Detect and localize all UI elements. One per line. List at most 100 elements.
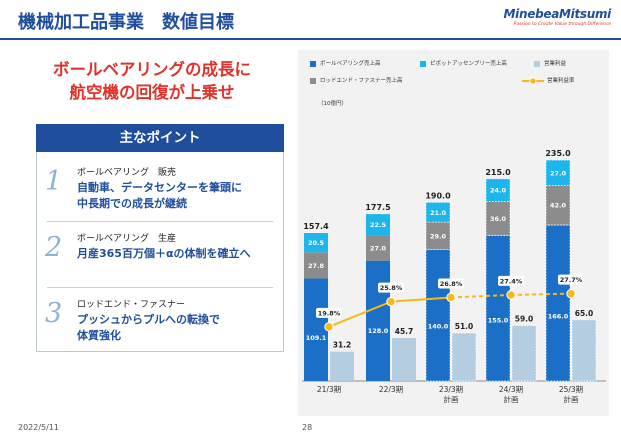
bar-value-label: 36.0: [490, 215, 507, 223]
bar-value-label: 109.1: [306, 334, 327, 342]
legend-label: ロッドエンド・ファスナー売上高: [320, 78, 403, 84]
total-value-label: 235.0: [545, 149, 571, 158]
bar-value-label: 29.0: [430, 232, 447, 240]
total-value-label: 157.4: [303, 222, 329, 231]
point-heading: ボールベアリング 販売: [77, 168, 177, 178]
bar-ball: [366, 260, 390, 381]
bar-value-label: 27.0: [550, 169, 567, 177]
points-box: 1 ボールベアリング 販売 自動車、データセンターを筆頭に 中長期での成長が継続…: [36, 152, 284, 352]
headline-line-1: ボールベアリングの成長に: [53, 60, 251, 79]
profit-value-label: 31.2: [333, 341, 352, 350]
total-value-label: 215.0: [485, 168, 511, 177]
margin-label-bg: [438, 278, 464, 289]
total-value-label: 190.0: [425, 191, 451, 200]
bar-rod: [366, 235, 390, 261]
points-header: 主なポイント: [36, 124, 284, 152]
bar-ball: [304, 278, 328, 381]
profit-value-label: 59.0: [515, 315, 534, 324]
bar-pivot: [425, 201, 451, 223]
point-body-line: 自動車、データセンターを筆頭に: [77, 181, 242, 194]
logo-tagline: Passion to Create Value through Differen…: [513, 22, 611, 27]
margin-point: [566, 288, 576, 299]
point-body-line: 中長期での成長が継続: [77, 197, 187, 210]
bar-value-label: 27.8: [308, 262, 325, 270]
bar-pivot: [304, 233, 328, 253]
point-body: 自動車、データセンターを筆頭に 中長期での成長が継続: [77, 180, 242, 212]
legend-label: 営業利益: [544, 61, 567, 67]
bar-ball: [425, 248, 451, 382]
margin-label-bg: [378, 282, 404, 293]
page-title: 機械加工品事業 数値目標: [18, 12, 234, 33]
margin-point: [506, 290, 516, 300]
point-body-line: プッシュからプルへの転換で: [77, 313, 220, 326]
x-tick-label: 計画: [564, 394, 579, 404]
bar-profit: [451, 332, 477, 382]
legend-item-pivot: ピボットアッセンブリー売上高: [420, 59, 507, 67]
point-body-line: 月産365百万個＋αの体制を確立へ: [77, 247, 251, 260]
divider: [47, 287, 273, 288]
chart-svg: 109.1 27.8 20.5 157.4 31.2 21/3期 128.0 27.0 22.5…: [302, 149, 606, 404]
margin-point: [386, 296, 396, 307]
bar-value-label: 166.0: [548, 313, 569, 321]
legend-line-swatch: [522, 77, 544, 84]
bar-profit: [392, 338, 416, 381]
bar-value-label: 42.0: [550, 202, 567, 210]
margin-point: [324, 322, 334, 332]
legend-label: ボールベアリング売上高: [320, 61, 381, 67]
company-logo: MinebeaMitsumi Passion to Create Value t…: [503, 7, 612, 27]
margin-value-label: 27.4%: [500, 277, 523, 285]
profit-value-label: 65.0: [575, 309, 594, 318]
bar-value-label: 22.5: [370, 221, 387, 229]
bar-value-label: 24.0: [490, 187, 507, 195]
bar-rod: [485, 201, 511, 236]
point-body: 月産365百万個＋αの体制を確立へ: [77, 246, 251, 262]
bar-rod: [304, 252, 328, 279]
x-tick-label: 23/3期: [439, 385, 463, 394]
point-item-1: 1 ボールベアリング 販売 自動車、データセンターを筆頭に 中長期での成長が継続: [37, 156, 283, 222]
point-heading: ボールベアリング 生産: [77, 234, 177, 244]
logo-name: MinebeaMitsumi: [503, 7, 612, 21]
point-item-2: 2 ボールベアリング 生産 月産365百万個＋αの体制を確立へ: [37, 222, 283, 288]
x-tick-label: 22/3期: [379, 385, 403, 394]
margin-value-label: 26.8%: [440, 280, 463, 288]
headline-line-2: 航空機の回復が上乗せ: [69, 83, 235, 102]
x-tick-label: 計画: [444, 394, 459, 404]
margin-label-bg: [498, 275, 524, 286]
margin-value-label: 19.8%: [318, 309, 341, 317]
legend-swatch: [310, 77, 316, 84]
footer-date: 2022/5/11: [18, 423, 60, 432]
margin-label-bg: [316, 307, 342, 318]
profit-value-label: 45.7: [395, 327, 414, 336]
margin-line-segment: [390, 296, 452, 303]
legend-item-rod: ロッドエンド・ファスナー売上高: [310, 76, 403, 84]
chart-legend: ボールベアリング売上高 ピボットアッセンブリー売上高 営業利益 ロッドエンド・フ…: [298, 50, 609, 100]
bar-value-label: 20.5: [308, 239, 325, 247]
margin-value-label: 25.8%: [380, 284, 403, 292]
point-number: 2: [45, 232, 63, 263]
bar-profit: [571, 319, 597, 382]
point-number: 1: [45, 166, 63, 197]
divider: [47, 221, 273, 222]
bar-pivot: [485, 178, 511, 202]
total-value-label: 177.5: [365, 203, 391, 212]
legend-label: ピボットアッセンブリー売上高: [430, 61, 507, 67]
legend-item-profit: 営業利益: [534, 59, 566, 67]
legend-swatch: [420, 60, 426, 67]
point-body: プッシュからプルへの転換で 体質強化: [77, 312, 220, 344]
bar-value-label: 140.0: [428, 322, 449, 330]
chart-panel: ボールベアリング売上高 ピボットアッセンブリー売上高 営業利益 ロッドエンド・フ…: [298, 50, 609, 416]
x-tick-label: 計画: [504, 394, 519, 404]
point-body-line: 体質強化: [77, 329, 121, 342]
point-item-3: 3 ロッドエンド・ファスナー プッシュからプルへの転換で 体質強化: [37, 288, 283, 354]
title-bar: 機械加工品事業 数値目標 MinebeaMitsumi Passion to C…: [0, 0, 621, 40]
legend-swatch: [310, 60, 316, 67]
legend-item-margin: 営業利益率: [522, 76, 575, 85]
point-heading: ロッドエンド・ファスナー: [77, 300, 186, 310]
x-tick-label: 21/3期: [317, 385, 341, 394]
margin-line-segment: [450, 293, 512, 299]
bar-ball: [545, 224, 571, 382]
margin-line-segment: [328, 300, 392, 328]
profit-value-label: 51.0: [455, 322, 474, 331]
margin-line-segment: [510, 292, 572, 296]
headline: ボールベアリングの成長に 航空機の回復が上乗せ: [18, 58, 286, 104]
